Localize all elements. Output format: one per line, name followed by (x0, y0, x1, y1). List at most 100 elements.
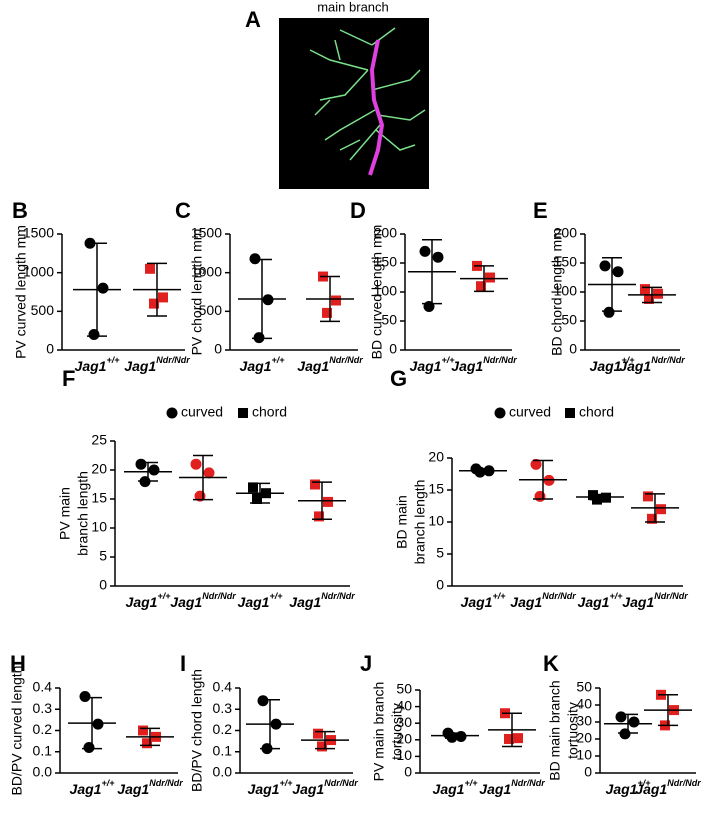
data-point (310, 479, 320, 490)
y-axis-label: PV chord length mm (189, 229, 205, 356)
panel-letter: K (543, 651, 559, 676)
data-point (257, 695, 269, 707)
data-point (615, 711, 627, 723)
data-point (92, 718, 104, 730)
micrograph (279, 18, 429, 189)
data-point (643, 491, 653, 502)
data-point (644, 293, 654, 304)
category-name: Jag1 (70, 781, 102, 797)
x-tick-label: Jag1Ndr/Ndr (170, 591, 236, 609)
panel: EBD chord length mm 0 50 100 150 200 Jag1+/+Ja… (533, 198, 685, 374)
y-tick-label: 30 (576, 713, 592, 729)
y-tick-label: 50 (561, 312, 577, 328)
x-tick-label: Jag1Ndr/Ndr (117, 778, 183, 796)
data-point (513, 733, 523, 744)
x-tick-label: Jag1+/+ (248, 778, 294, 796)
y-tick-label: 1000 (191, 263, 222, 279)
data-point (190, 458, 202, 470)
panel-letter: F (62, 366, 75, 391)
y-tick-label: 0.3 (213, 700, 233, 716)
y-tick-label: 20 (428, 449, 444, 465)
y-tick-label: 0 (436, 577, 444, 593)
data-point (314, 511, 324, 522)
data-point (149, 298, 159, 309)
data-point (203, 467, 215, 479)
legend-label: chord (579, 404, 614, 420)
y-tick-label: 0 (404, 764, 412, 780)
category-name: Jag1 (433, 781, 465, 797)
y-tick-label: 50 (576, 679, 592, 695)
legend-marker (494, 407, 506, 419)
x-tick-label: Jag1Ndr/Ndr (619, 355, 685, 373)
category-superscript: Ndr/Ndr (321, 591, 355, 601)
x-tick-label: Jag1Ndr/Ndr (289, 591, 355, 609)
y-tick-label: 1500 (191, 225, 222, 241)
y-tick-label: 100 (374, 283, 398, 299)
y-tick-label: 200 (554, 225, 578, 241)
category-name: Jag1 (126, 594, 158, 610)
legend-label: chord (252, 404, 287, 420)
y-tick-label: 0 (99, 577, 107, 593)
y-tick-label: 25 (91, 432, 107, 448)
category-name: Jag1 (578, 594, 610, 610)
data-point (252, 494, 262, 504)
y-tick-label: 100 (554, 283, 578, 299)
category-superscript: Ndr/Ndr (651, 355, 685, 365)
data-point (158, 292, 168, 303)
legend-label: curved (509, 404, 551, 420)
x-tick-label: Jag1+/+ (461, 591, 507, 609)
data-point (313, 728, 323, 739)
category-name: Jag1 (292, 781, 324, 797)
y-axis-label: BD main branch (547, 680, 563, 780)
data-point (83, 742, 95, 753)
x-tick-label: Jag1Ndr/Ndr (635, 778, 701, 796)
y-axis-label: PV main (57, 487, 73, 540)
panel: IBD/PV chord length 0.0 0.1 0.2 0.3 0.4 Jag1+/… (180, 651, 358, 797)
data-point (432, 251, 444, 263)
category-name: Jag1 (590, 358, 622, 374)
category-name: Jag1 (461, 594, 493, 610)
y-tick-label: 0.2 (213, 721, 233, 737)
y-tick-label: 0.0 (33, 764, 53, 780)
data-point (148, 464, 160, 476)
y-axis-label: PV main branch (371, 682, 387, 782)
category-name: Jag1 (238, 594, 270, 610)
y-tick-label: 0.2 (33, 721, 53, 737)
x-tick-label: Jag1+/+ (75, 355, 121, 373)
category-superscript: Ndr/Ndr (202, 591, 236, 601)
y-tick-label: 20 (396, 731, 412, 747)
category-name: Jag1 (606, 781, 638, 797)
y-tick-label: 500 (31, 302, 55, 318)
category-name: Jag1 (289, 594, 321, 610)
category-superscript: Ndr/Ndr (667, 778, 701, 788)
category-name: Jag1 (479, 781, 511, 797)
data-point (599, 260, 611, 272)
category-name: Jag1 (117, 781, 149, 797)
data-point (628, 716, 640, 728)
y-tick-label: 10 (91, 519, 107, 535)
data-point (647, 513, 657, 524)
category-superscript: Ndr/Ndr (483, 355, 517, 365)
category-superscript: Ndr/Ndr (329, 355, 363, 365)
x-tick-label: Jag1+/+ (606, 778, 652, 796)
y-tick-label: 1500 (23, 225, 54, 241)
x-tick-label: Jag1Ndr/Ndr (451, 355, 517, 373)
category-superscript: +/+ (101, 778, 115, 788)
x-tick-label: Jag1Ndr/Ndr (292, 778, 358, 796)
y-axis-label: BD/PV curved length (9, 666, 25, 796)
y-tick-label: 0.0 (213, 764, 233, 780)
category-name: Jag1 (248, 781, 280, 797)
x-tick-label: Jag1+/+ (433, 778, 479, 796)
category-name: Jag1 (635, 781, 667, 797)
y-tick-label: 0.4 (33, 679, 53, 695)
y-axis-label: BD/PV chord length (189, 669, 205, 792)
x-tick-label: Jag1+/+ (70, 778, 116, 796)
category-superscript: +/+ (492, 591, 506, 601)
data-point (331, 295, 341, 306)
panel-letter: A (245, 7, 261, 32)
data-point (423, 301, 435, 312)
y-tick-label: 10 (576, 747, 592, 763)
